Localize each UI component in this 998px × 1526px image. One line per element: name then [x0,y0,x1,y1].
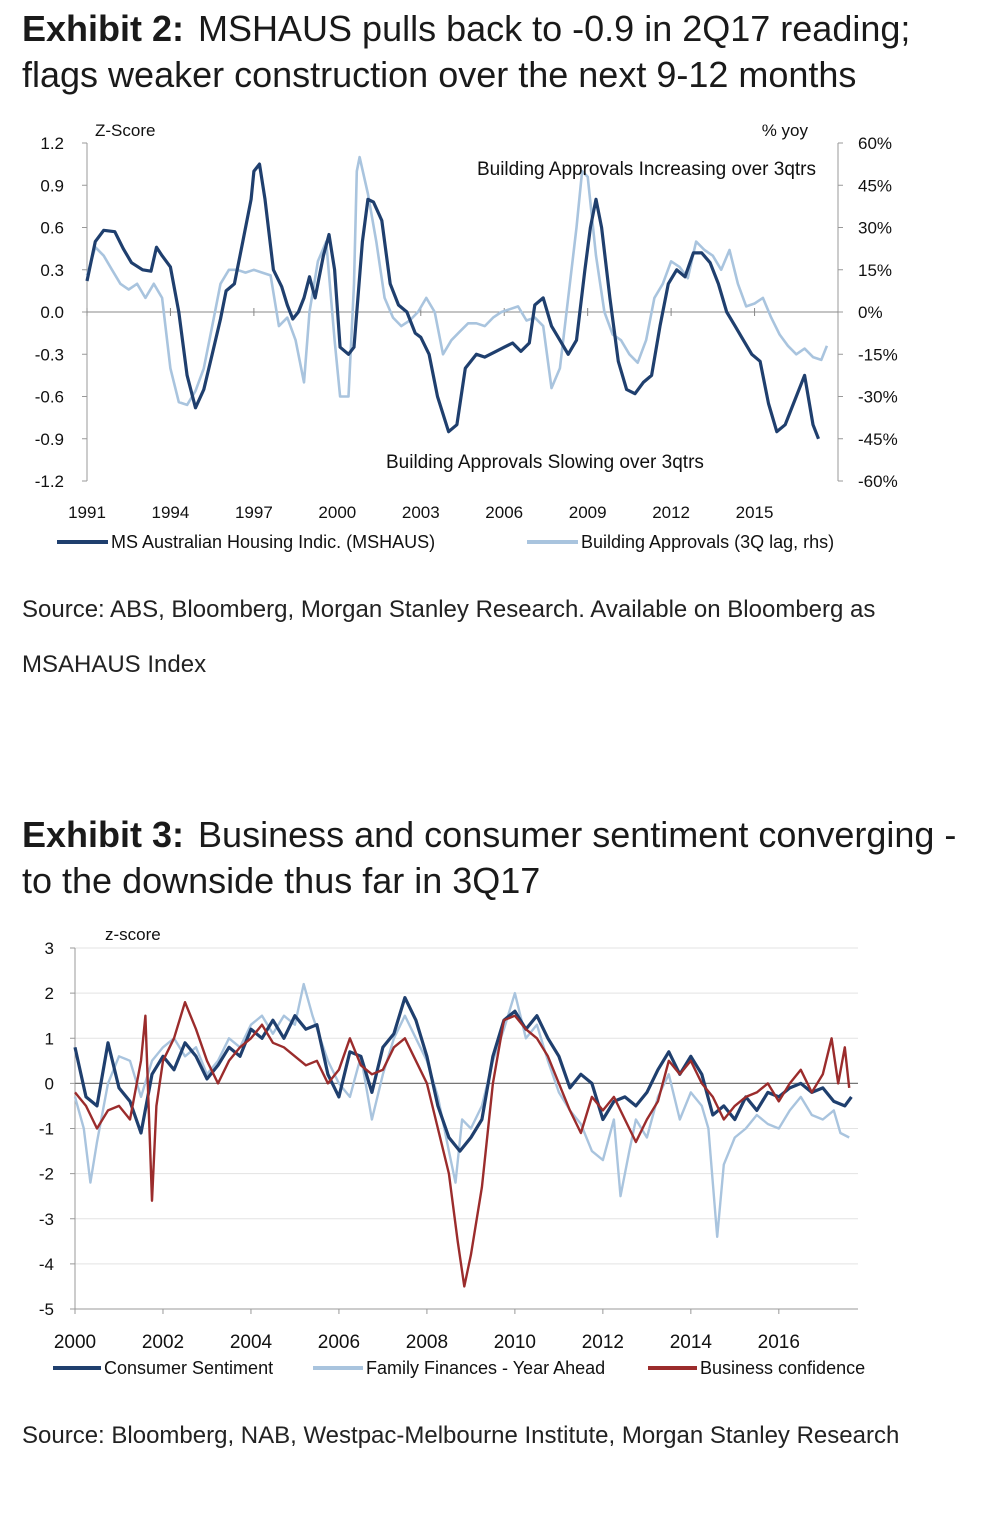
y-tick-label: -5 [39,1300,54,1319]
y2-tick-label: 0% [858,303,883,322]
y-tick-label: 0 [45,1074,54,1093]
y2-axis-title: % yoy [762,121,809,140]
x-tick-label: 2016 [758,1332,800,1353]
y2-tick-label: -30% [858,388,898,407]
y-tick-label: 0.3 [40,261,64,280]
y-tick-label: 0.0 [40,303,64,322]
y-tick-label: -2 [39,1165,54,1184]
y-tick-label: -0.9 [35,430,64,449]
x-tick-label: 2000 [318,503,356,522]
x-tick-label: 2004 [230,1332,273,1353]
y-tick-label: -1 [39,1120,54,1139]
x-tick-label: 2014 [670,1332,713,1353]
y2-tick-label: 45% [858,176,892,195]
exhibit-2-title: Exhibit 2: MSHAUS pulls back to -0.9 in 2… [22,6,982,98]
y-tick-label: -4 [39,1255,54,1274]
y-tick-label: -3 [39,1210,54,1229]
mshaus-chart: 1.2 60% 0.9 45% 0.6 30% 0.3 15% 0.0 0% -0.3 -15% -0.… [35,121,898,552]
y2-tick-label: 15% [858,261,892,280]
legend-label-consumer-sentiment: Consumer Sentiment [104,1358,273,1378]
y-tick-label: -1.2 [35,472,64,491]
y-tick-label: 1.2 [40,134,64,153]
y2-tick-label: 60% [858,134,892,153]
y-tick-label: -0.6 [35,388,64,407]
exhibit-3-source: Source: Bloomberg, NAB, Westpac-Melbourn… [22,1422,900,1449]
x-tick-label: 2015 [736,503,774,522]
x-tick-label: 2006 [318,1332,360,1353]
consumer-sentiment-line [73,995,853,1153]
legend-label-building-approvals: Building Approvals (3Q lag, rhs) [581,532,834,552]
exhibit-2-source: Source: ABS, Bloomberg, Morgan Stanley R… [22,596,876,678]
y2-tick-label: 30% [858,219,892,238]
x-tick-label: 2009 [569,503,607,522]
legend-label-business-confidence: Business confidence [700,1358,865,1378]
x-tick-label: 2012 [652,503,690,522]
y-tick-label: 2 [45,984,54,1003]
y2-tick-label: -60% [858,472,898,491]
x-tick-label: 2003 [402,503,440,522]
y-axis-title: Z-Score [95,121,155,140]
y-tick-label: -0.3 [35,345,64,364]
legend-label-mshaus: MS Australian Housing Indic. (MSHAUS) [111,532,435,552]
x-tick-label: 1991 [68,503,106,522]
y-axis-title: z-score [105,925,161,944]
y-tick-label: 1 [45,1029,54,1048]
exhibit-3-title-text: Business and consumer sentiment convergi… [22,814,957,901]
exhibit-3-label: Exhibit 3: [22,814,185,855]
legend-label-family-finances: Family Finances - Year Ahead [366,1358,605,1378]
exhibit-2-label: Exhibit 2: [22,8,185,49]
x-tick-label: 2008 [406,1332,448,1353]
mshaus-line [85,162,820,440]
x-tick-label: 2006 [485,503,523,522]
x-tick-label: 2000 [54,1332,96,1353]
x-tick-label: 1994 [152,503,190,522]
x-tick-label: 2012 [582,1332,624,1353]
x-tick-label: 1997 [235,503,273,522]
annotation-increasing: Building Approvals Increasing over 3qtrs [477,159,816,180]
exhibit-2-title-text: MSHAUS pulls back to -0.9 in 2Q17 readin… [22,8,911,95]
exhibit-3-title: Exhibit 3: Business and consumer sentimen… [22,812,982,904]
y-tick-label: 0.6 [40,219,64,238]
business-confidence-line [74,1000,851,1288]
y-tick-label: 0.9 [40,176,64,195]
x-tick-label: 2002 [142,1332,184,1353]
x-tick-label: 2010 [494,1332,536,1353]
annotation-slowing: Building Approvals Slowing over 3qtrs [386,452,704,473]
family-finances-line [73,982,850,1238]
y-tick-label: 3 [45,939,54,958]
y2-tick-label: -15% [858,345,898,364]
y2-tick-label: -45% [858,430,898,449]
building-approvals-line [85,155,829,407]
